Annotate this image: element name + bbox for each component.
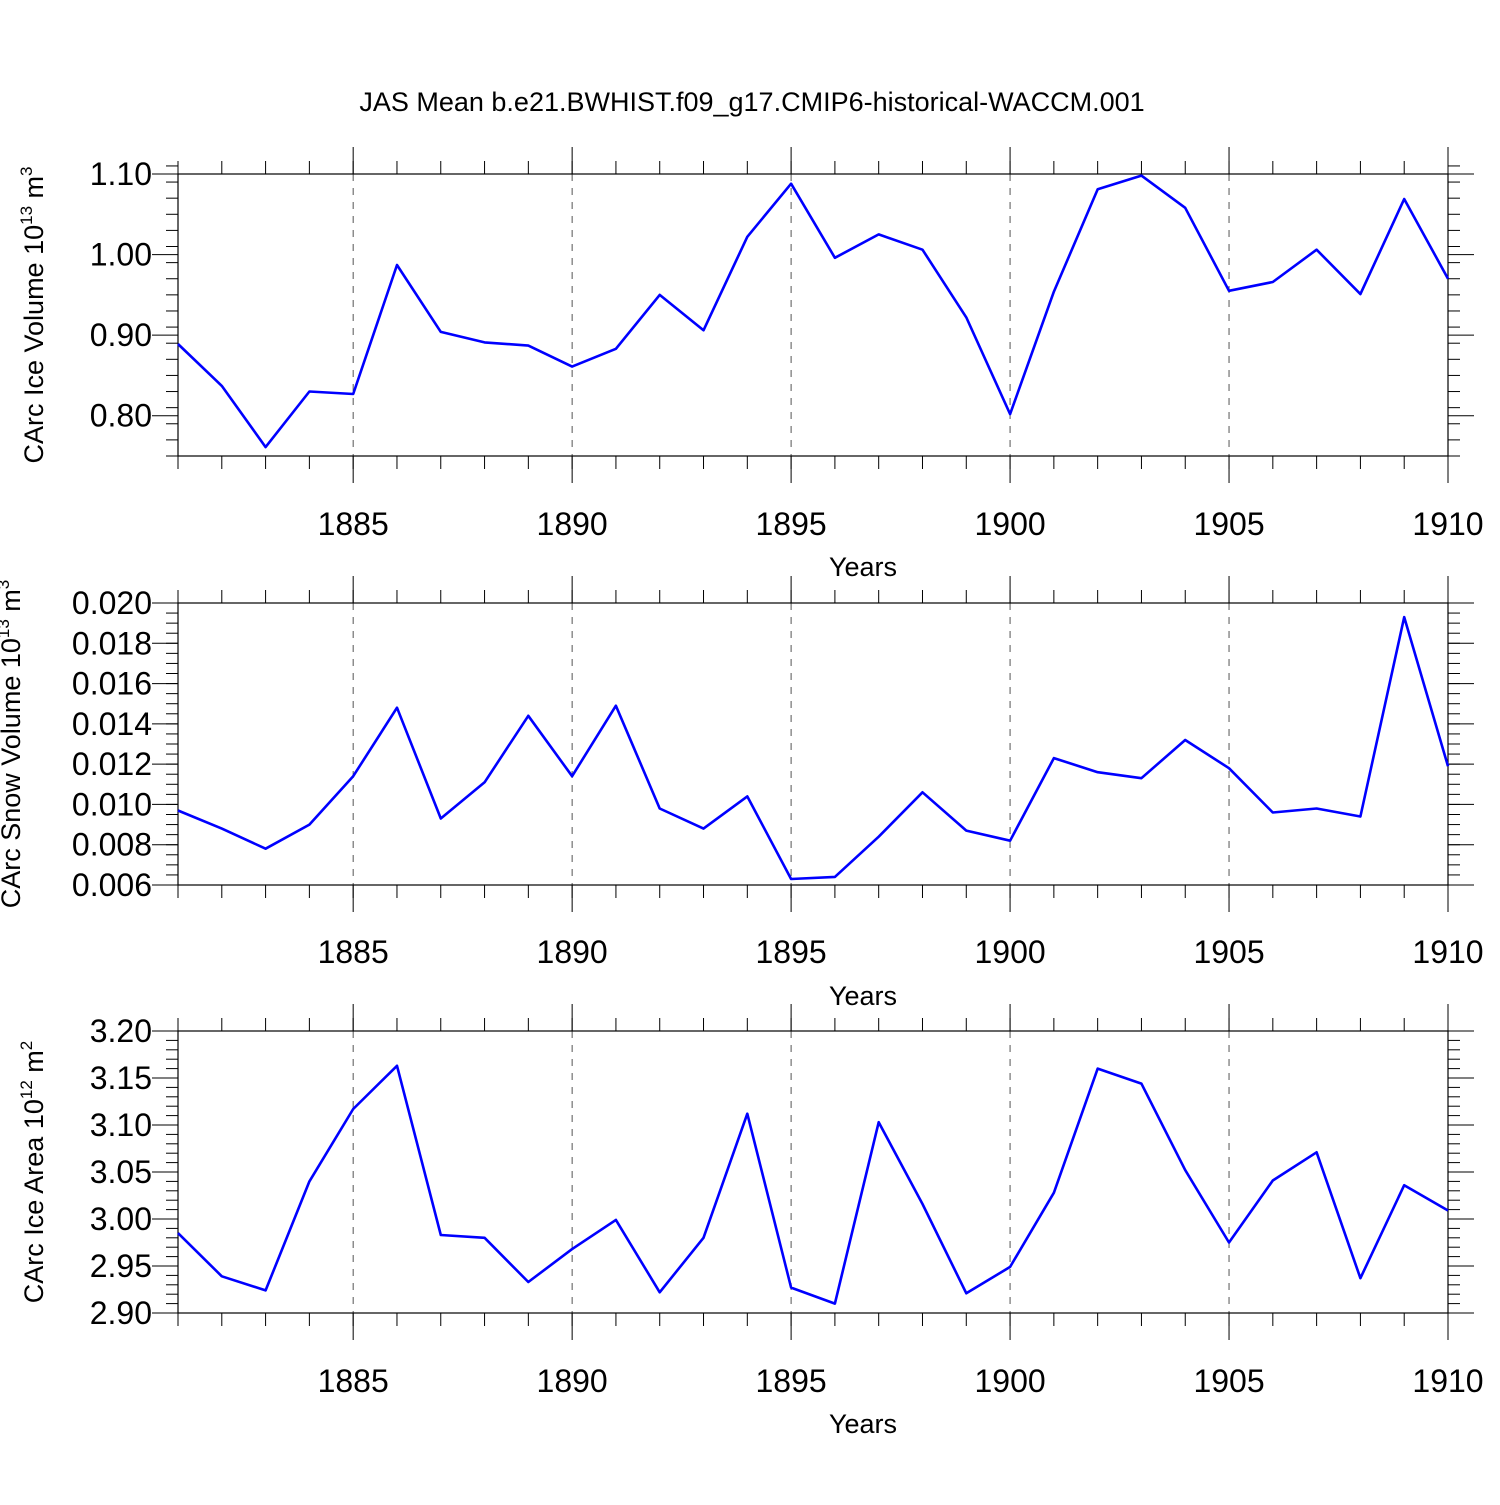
y-axis-label-text: m — [0, 589, 26, 619]
y-tick-label: 3.05 — [90, 1154, 152, 1190]
y-axis-label-text: m — [19, 1050, 49, 1080]
y-axis-label: CArc Ice Area 1012 m2 — [17, 1041, 49, 1304]
y-tick-label: 0.014 — [72, 706, 152, 742]
y-tick-label: 0.90 — [90, 317, 152, 353]
y-axis-label-superscript: 3 — [17, 166, 36, 175]
y-tick-label: 0.006 — [72, 867, 152, 903]
y-axis-label-text: CArc Snow Volume 10 — [0, 638, 26, 908]
x-tick-label: 1890 — [537, 1363, 608, 1399]
x-tick-label: 1910 — [1412, 1363, 1483, 1399]
panel-3: 1885 1890 1895 1900 1905 1910 2.90 2.95 3.00 3.05… — [17, 1004, 1484, 1439]
x-tick-label: 1885 — [318, 506, 389, 542]
y-axis-label-superscript: 12 — [17, 1080, 36, 1099]
x-tick-label: 1900 — [974, 506, 1045, 542]
series-line-1 — [178, 176, 1448, 448]
y-axis-label-superscript: 2 — [17, 1041, 36, 1050]
x-tick-label: 1905 — [1193, 1363, 1264, 1399]
series-line-1 — [178, 1066, 1448, 1304]
x-tick-label: 1895 — [756, 1363, 827, 1399]
y-tick-label: 0.016 — [72, 666, 152, 702]
y-tick-label: 0.010 — [72, 786, 152, 822]
y-axis-label-superscript: 13 — [0, 619, 13, 638]
x-tick-label: 1885 — [318, 934, 389, 970]
panel-1: 1885 1890 1895 1900 1905 1910 0.80 0.90 1.00 1.10… — [17, 147, 1484, 582]
plot-frame — [178, 1031, 1448, 1313]
x-tick-label: 1895 — [756, 934, 827, 970]
series-line-1 — [178, 617, 1448, 879]
y-tick-label: 0.008 — [72, 827, 152, 863]
x-tick-label: 1895 — [756, 506, 827, 542]
y-axis-label-superscript: 3 — [0, 580, 13, 589]
x-tick-label: 1900 — [974, 934, 1045, 970]
x-tick-label: 1890 — [537, 934, 608, 970]
y-tick-label: 0.80 — [90, 398, 152, 434]
y-tick-label: 1.00 — [90, 237, 152, 273]
y-axis-label-text: m — [19, 176, 49, 206]
y-axis-label: CArc Snow Volume 1013 m3 — [0, 580, 26, 909]
x-tick-label: 1885 — [318, 1363, 389, 1399]
y-axis-label-superscript: 13 — [17, 206, 36, 225]
y-tick-label: 3.00 — [90, 1201, 152, 1237]
x-tick-label: 1890 — [537, 506, 608, 542]
y-tick-label: 3.20 — [90, 1013, 152, 1049]
y-tick-label: 0.020 — [72, 585, 152, 621]
x-tick-label: 1905 — [1193, 934, 1264, 970]
y-axis-label-text: CArc Ice Volume 10 — [19, 225, 49, 464]
y-tick-label: 3.10 — [90, 1107, 152, 1143]
x-axis-label: Years — [829, 981, 897, 1011]
y-axis-label: CArc Ice Volume 1013 m3 — [17, 166, 49, 463]
y-axis-label-text: CArc Ice Area 10 — [19, 1099, 49, 1303]
x-tick-label: 1905 — [1193, 506, 1264, 542]
panels: 1885 1890 1895 1900 1905 1910 0.80 0.90 1.00 1.10… — [0, 147, 1484, 1439]
y-tick-label: 2.95 — [90, 1248, 152, 1284]
y-tick-label: 1.10 — [90, 156, 152, 192]
plot-frame — [178, 603, 1448, 885]
y-tick-label: 0.018 — [72, 625, 152, 661]
y-tick-label: 3.15 — [90, 1060, 152, 1096]
y-tick-label: 2.90 — [90, 1295, 152, 1331]
x-tick-label: 1900 — [974, 1363, 1045, 1399]
x-tick-label: 1910 — [1412, 506, 1483, 542]
plot-frame — [178, 174, 1448, 456]
y-tick-label: 0.012 — [72, 746, 152, 782]
x-axis-label: Years — [829, 552, 897, 582]
x-tick-label: 1910 — [1412, 934, 1483, 970]
chart-title: JAS Mean b.e21.BWHIST.f09_g17.CMIP6-hist… — [359, 87, 1144, 117]
panel-2: 1885 1890 1895 1900 1905 1910 0.006 0.008 0.010 0… — [0, 576, 1484, 1011]
x-axis-label: Years — [829, 1409, 897, 1439]
